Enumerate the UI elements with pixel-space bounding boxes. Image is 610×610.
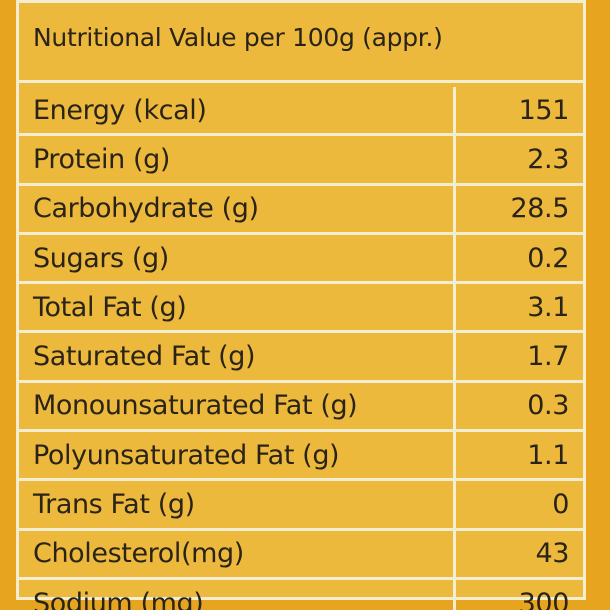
- nutrient-name: Energy (kcal): [19, 87, 456, 137]
- nutrition-facts-panel: Nutritional Value per 100g (appr.) Energ…: [16, 0, 586, 610]
- nutrient-value: 43: [454, 529, 583, 580]
- nutrient-value: 300: [518, 587, 570, 610]
- nutrient-value: 2.3: [454, 134, 583, 186]
- table-row: Polyunsaturated Fat (g) 1.1: [19, 430, 583, 482]
- nutrient-value: 0.2: [454, 233, 583, 285]
- nutrient-value: 28.5: [454, 184, 583, 235]
- table-row: Total Fat (g) 3.1: [19, 282, 583, 334]
- table-row: Cholesterol(mg) 43: [19, 529, 583, 580]
- nutrient-value: 3.1: [454, 282, 583, 334]
- nutrient-name: Polyunsaturated Fat (g): [19, 430, 456, 482]
- table-row: Monounsaturated Fat (g) 0.3: [19, 381, 583, 433]
- nutrient-name: Sodium (mg): [19, 578, 456, 610]
- table-row: Sugars (g) 0.2: [19, 233, 583, 285]
- nutrient-value: 151: [454, 87, 583, 137]
- table-row: Protein (g) 2.3: [19, 134, 583, 186]
- nutrition-table-title: Nutritional Value per 100g (appr.): [19, 3, 583, 83]
- nutrient-name: Total Fat (g): [19, 282, 456, 334]
- table-row: Saturated Fat (g) 1.7: [19, 331, 583, 383]
- nutrient-value: 1.1: [454, 430, 583, 482]
- table-row: Trans Fat (g) 0: [19, 479, 583, 531]
- table-row: Carbohydrate (g) 28.5: [19, 184, 583, 235]
- nutrient-value: 1.7: [454, 331, 583, 383]
- nutrient-name: Protein (g): [19, 134, 456, 186]
- nutrient-name: Saturated Fat (g): [19, 331, 456, 383]
- nutrient-value: 0.3: [454, 381, 583, 433]
- nutrient-name: Sugars (g): [19, 233, 456, 285]
- nutrient-name: Cholesterol(mg): [19, 529, 456, 580]
- table-row: Energy (kcal) 151: [19, 87, 583, 137]
- nutrition-table: Energy (kcal) 151 Protein (g) 2.3 Carboh…: [19, 87, 583, 610]
- nutrient-name: Monounsaturated Fat (g): [19, 381, 456, 433]
- nutrient-value: 0: [454, 479, 583, 531]
- table-row: Sodium (mg) 300: [19, 578, 583, 610]
- nutrient-name: Carbohydrate (g): [19, 184, 456, 235]
- nutrient-name: Trans Fat (g): [19, 479, 456, 531]
